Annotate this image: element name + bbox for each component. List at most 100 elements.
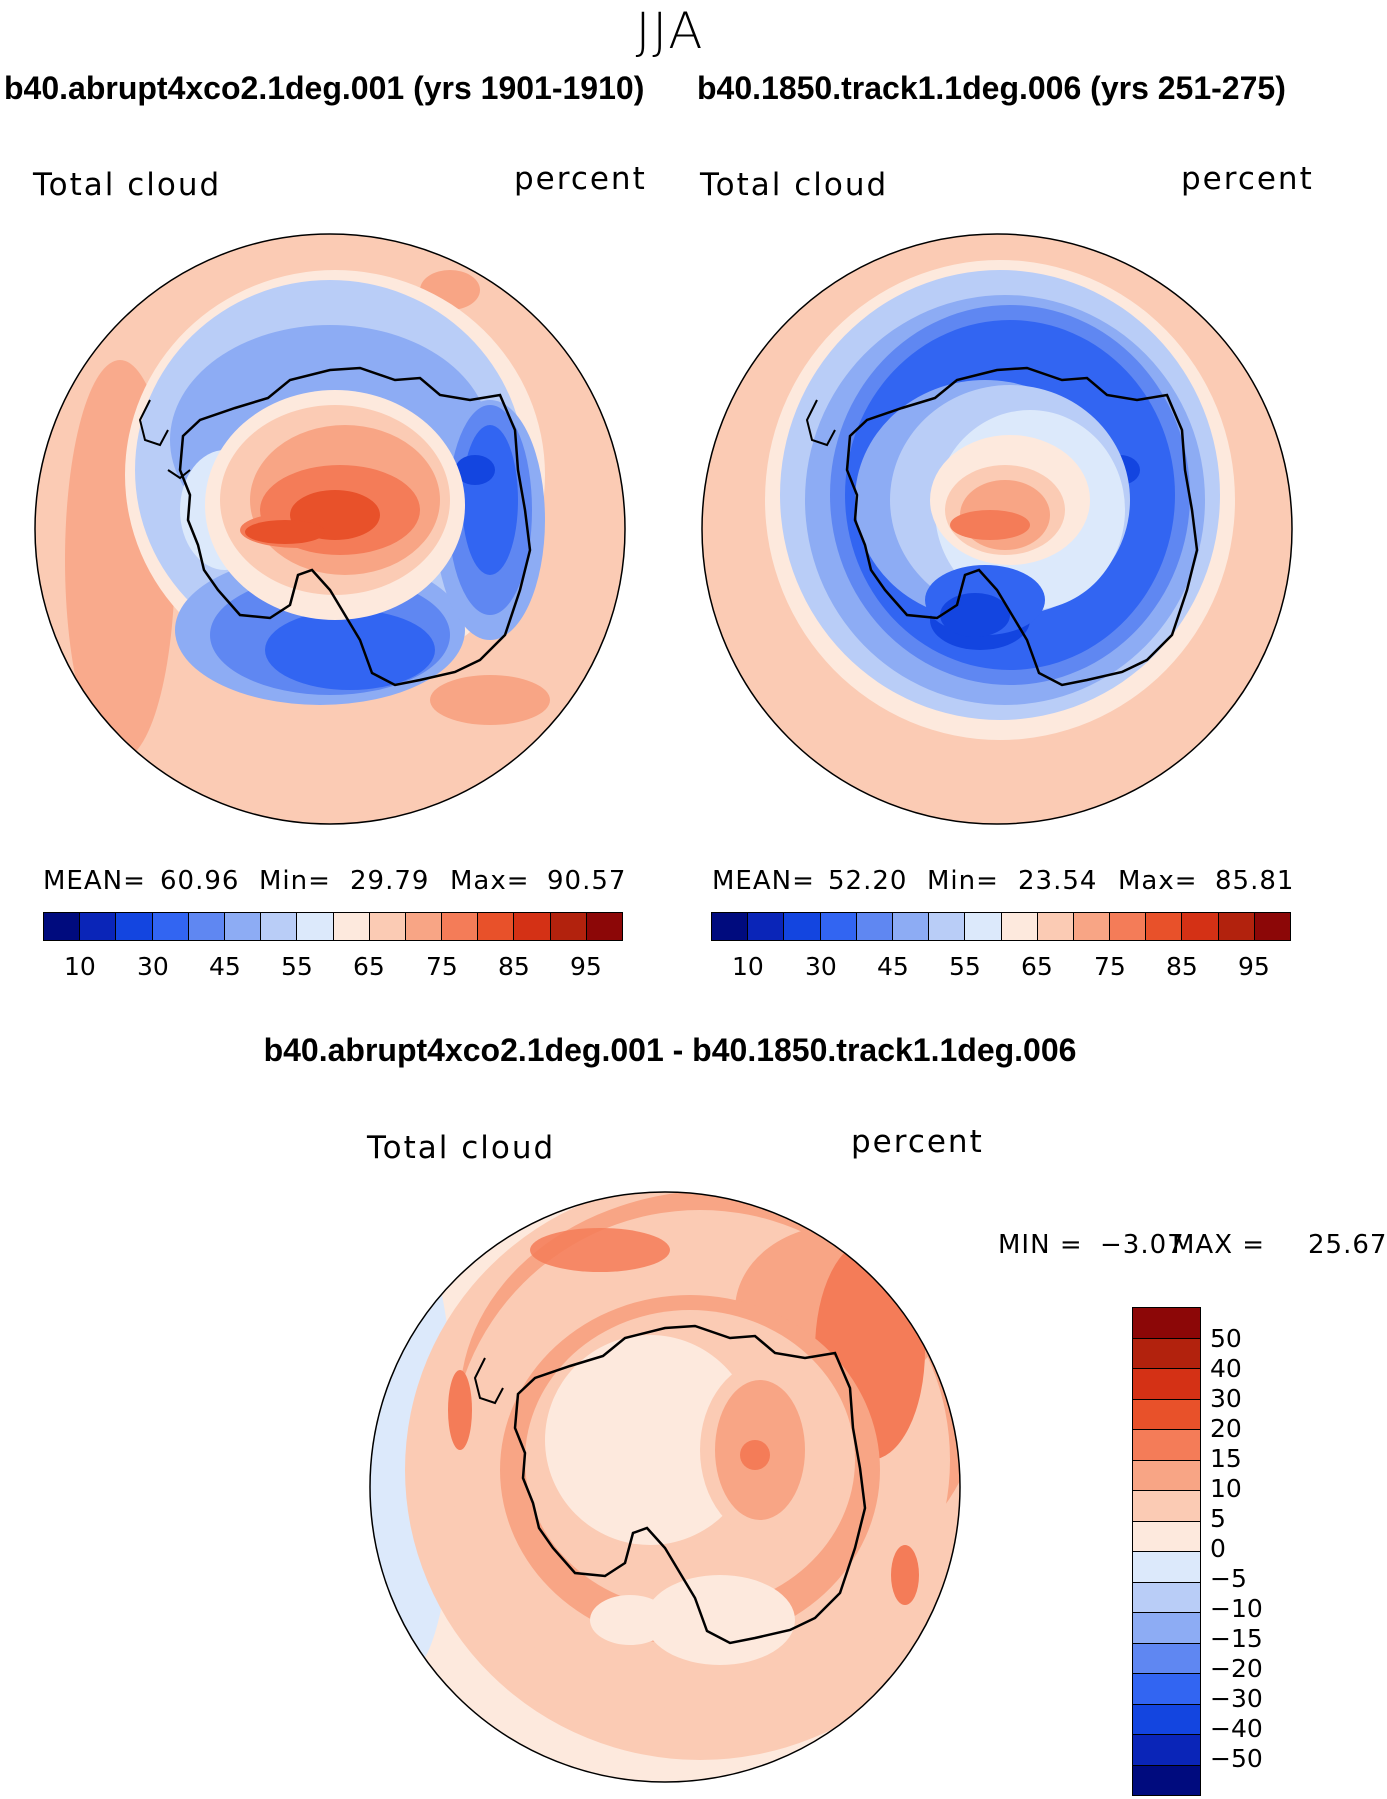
diff-colorbar-label: −50 bbox=[1210, 1744, 1263, 1773]
colorbar-swatch bbox=[514, 913, 551, 940]
colorbar-swatch bbox=[820, 913, 857, 940]
panel-2-min-label: Min= bbox=[927, 866, 999, 896]
diff-min-value: −3.07 bbox=[1100, 1230, 1185, 1260]
colorbar-swatch bbox=[1133, 1308, 1200, 1339]
colorbar-swatch bbox=[784, 913, 821, 940]
colorbar-swatch bbox=[1133, 1369, 1200, 1400]
colorbar-swatch bbox=[405, 913, 443, 940]
panel-2-min-value: 23.54 bbox=[1018, 866, 1098, 896]
colorbar-swatch bbox=[1254, 913, 1290, 940]
diff-colorbar-label: −10 bbox=[1210, 1594, 1263, 1623]
colorbar-label: 10 bbox=[64, 952, 96, 981]
colorbar-label: 75 bbox=[1094, 952, 1126, 981]
colorbar-swatch bbox=[1133, 1704, 1200, 1735]
colorbar-swatch bbox=[478, 913, 515, 940]
diff-colorbar-label: 30 bbox=[1210, 1384, 1242, 1413]
diff-colorbar-label: −20 bbox=[1210, 1654, 1263, 1683]
colorbar-swatch bbox=[1133, 1735, 1200, 1766]
colorbar-swatch bbox=[929, 913, 966, 940]
colorbar-swatch bbox=[442, 913, 479, 940]
colorbar-swatch bbox=[856, 913, 893, 940]
colorbar-swatch bbox=[586, 913, 622, 940]
colorbar-label: 65 bbox=[353, 952, 385, 981]
colorbar-label: 65 bbox=[1021, 952, 1053, 981]
colorbar-swatch bbox=[748, 913, 785, 940]
panel-1-mean-label: MEAN= bbox=[43, 866, 146, 896]
colorbar-swatch bbox=[44, 913, 81, 940]
diff-colorbar-label: −5 bbox=[1210, 1564, 1247, 1593]
colorbar-swatch bbox=[1218, 913, 1255, 940]
panel-1-min-label: Min= bbox=[259, 866, 331, 896]
diff-colorbar-label: 5 bbox=[1210, 1504, 1226, 1533]
colorbar-swatch bbox=[1133, 1765, 1200, 1795]
colorbar-swatch bbox=[1133, 1582, 1200, 1613]
colorbar-swatch bbox=[188, 913, 225, 940]
colorbar-swatch bbox=[80, 913, 117, 940]
colorbar-label: 45 bbox=[209, 952, 241, 981]
diff-max-label: MAX = bbox=[1172, 1230, 1266, 1260]
diff-colorbar-label: 50 bbox=[1210, 1324, 1242, 1353]
diff-min-label: MIN = bbox=[998, 1230, 1083, 1260]
colorbar-swatch bbox=[1133, 1491, 1200, 1522]
colorbar-label: 10 bbox=[732, 952, 764, 981]
colorbar-swatch bbox=[1133, 1430, 1200, 1461]
panel-2-max-label: Max= bbox=[1118, 866, 1198, 896]
diff-max-value: 25.67 bbox=[1308, 1230, 1387, 1260]
diff-colorbar-label: −30 bbox=[1210, 1684, 1263, 1713]
colorbar-swatch bbox=[550, 913, 587, 940]
panel-1-max-label: Max= bbox=[450, 866, 530, 896]
panel-1-variable: Total cloud bbox=[33, 167, 222, 203]
colorbar-label: 75 bbox=[426, 952, 458, 981]
colorbar-swatch bbox=[297, 913, 334, 940]
season-title: JJA bbox=[635, 2, 705, 60]
colorbar-swatch bbox=[1133, 1674, 1200, 1705]
colorbar-label: 95 bbox=[1238, 952, 1270, 981]
panel-2-max-value: 85.81 bbox=[1215, 866, 1295, 896]
panel-1-case-title: b40.abrupt4xco2.1deg.001 (yrs 1901-1910) bbox=[4, 70, 645, 106]
colorbar-swatch bbox=[1133, 1338, 1200, 1369]
colorbar-swatch bbox=[224, 913, 262, 940]
panel-2-colorbar bbox=[711, 912, 1291, 941]
diff-colorbar-label: −15 bbox=[1210, 1624, 1263, 1653]
colorbar-swatch bbox=[1073, 913, 1111, 940]
diff-colorbar-label: 20 bbox=[1210, 1414, 1242, 1443]
colorbar-swatch bbox=[892, 913, 930, 940]
colorbar-label: 45 bbox=[877, 952, 909, 981]
colorbar-swatch bbox=[1133, 1613, 1200, 1644]
diff-title: b40.abrupt4xco2.1deg.001 - b40.1850.trac… bbox=[263, 1032, 1077, 1068]
colorbar-label: 30 bbox=[137, 952, 169, 981]
colorbar-label: 30 bbox=[805, 952, 837, 981]
diff-colorbar-label: 0 bbox=[1210, 1534, 1226, 1563]
diff-colorbar-label: 15 bbox=[1210, 1444, 1242, 1473]
panel-2-mean-label: MEAN= bbox=[712, 866, 815, 896]
colorbar-swatch bbox=[1182, 913, 1219, 940]
diff-colorbar-label: 10 bbox=[1210, 1474, 1242, 1503]
colorbar-swatch bbox=[1037, 913, 1074, 940]
colorbar-swatch bbox=[1133, 1643, 1200, 1674]
colorbar-swatch bbox=[965, 913, 1002, 940]
colorbar-label: 55 bbox=[281, 952, 313, 981]
panel-2-variable: Total cloud bbox=[700, 167, 889, 203]
colorbar-swatch bbox=[116, 913, 153, 940]
diff-colorbar bbox=[1132, 1307, 1201, 1796]
panel-1-units: percent bbox=[514, 161, 647, 197]
panel-1-mean-value: 60.96 bbox=[160, 866, 240, 896]
colorbar-label: 85 bbox=[498, 952, 530, 981]
colorbar-label: 95 bbox=[570, 952, 602, 981]
colorbar-swatch bbox=[1001, 913, 1038, 940]
colorbar-swatch bbox=[1133, 1399, 1200, 1430]
panel-2-units: percent bbox=[1181, 161, 1314, 197]
colorbar-swatch bbox=[1110, 913, 1147, 940]
diff-units: percent bbox=[851, 1124, 984, 1160]
diff-colorbar-label: −40 bbox=[1210, 1714, 1263, 1743]
diff-variable: Total cloud bbox=[367, 1130, 556, 1166]
panel-2-mean-value: 52.20 bbox=[828, 866, 908, 896]
colorbar-swatch bbox=[369, 913, 406, 940]
panel-1-max-value: 90.57 bbox=[547, 866, 627, 896]
colorbar-swatch bbox=[1133, 1460, 1200, 1491]
colorbar-swatch bbox=[261, 913, 298, 940]
colorbar-swatch bbox=[1133, 1521, 1200, 1552]
